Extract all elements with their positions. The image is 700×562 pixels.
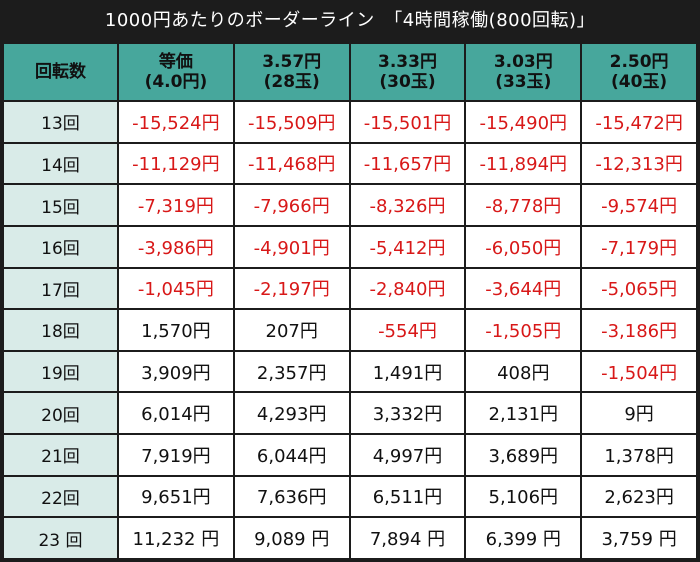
value-cell: -3,186円: [582, 310, 696, 350]
table-row: 15回 -7,319円 -7,966円 -8,326円 -8,778円 -9,574円: [4, 185, 696, 225]
value-cell: -11,129円: [119, 143, 233, 184]
value-cell: 9,089 円: [234, 518, 349, 558]
header-rate-303: 3.03円 (33玉): [466, 44, 581, 100]
value-cell: 7,919円: [119, 435, 233, 475]
value-cell: -12,313円: [582, 143, 696, 184]
value-cell: -3,986円: [119, 226, 233, 267]
row-label: 19回: [4, 351, 117, 392]
table-row: 20回 6,014円 4,293円 3,332円 2,131円 9円: [4, 393, 696, 433]
value-cell: -5,412円: [350, 226, 465, 267]
value-cell: 3,689円: [466, 435, 581, 475]
value-cell: -15,509円: [234, 102, 349, 142]
table-row: 14回 -11,129円 -11,468円 -11,657円 -11,894円 -12,3…: [4, 143, 696, 184]
value-cell: -554円: [350, 310, 465, 350]
value-cell: -7,319円: [119, 185, 233, 225]
value-cell: -1,504円: [582, 351, 696, 392]
value-cell: 9円: [582, 393, 696, 433]
value-cell: 6,014円: [119, 393, 233, 433]
value-cell: 4,997円: [350, 435, 465, 475]
value-cell: 408円: [466, 351, 581, 392]
value-cell: -4,901円: [234, 226, 349, 267]
table-title: 1000円あたりのボーダーライン 「4時間稼働(800回転)」: [104, 10, 596, 31]
row-label: 23 回: [4, 518, 117, 558]
value-cell: -7,179円: [582, 226, 696, 267]
row-label: 20回: [4, 393, 117, 433]
value-cell: -8,778円: [466, 185, 581, 225]
row-label: 18回: [4, 310, 117, 350]
table-row: 17回 -1,045円 -2,197円 -2,840円 -3,644円 -5,065円: [4, 268, 696, 309]
row-label: 14回: [4, 143, 117, 184]
value-cell: -15,524円: [119, 102, 233, 142]
value-cell: -5,065円: [582, 268, 696, 309]
value-cell: -11,468円: [234, 143, 349, 184]
value-cell: 3,759 円: [582, 518, 696, 558]
value-cell: 6,511円: [350, 476, 465, 517]
table-row: 19回 3,909円 2,357円 1,491円 408円 -1,504円: [4, 351, 696, 392]
header-equal-rate: 等価 (4.0円): [119, 44, 233, 100]
value-cell: -9,574円: [582, 185, 696, 225]
value-cell: 3,332円: [350, 393, 465, 433]
value-cell: 5,106円: [466, 476, 581, 517]
value-cell: -1,045円: [119, 268, 233, 309]
value-cell: -11,894円: [466, 143, 581, 184]
table-row: 23 回 11,232 円 9,089 円 7,894 円 6,399 円 3,759 円: [4, 518, 696, 558]
value-cell: -15,501円: [350, 102, 465, 142]
border-line-table: 回転数 等価 (4.0円) 3.57円 (28玉) 3.33円 (30玉) 3.03円…: [2, 42, 698, 560]
table-row: 16回 -3,986円 -4,901円 -5,412円 -6,050円 -7,179円: [4, 226, 696, 267]
row-label: 13回: [4, 102, 117, 142]
row-label: 16回: [4, 226, 117, 267]
value-cell: 1,378円: [582, 435, 696, 475]
value-cell: -8,326円: [350, 185, 465, 225]
header-rate-357: 3.57円 (28玉): [234, 44, 349, 100]
table-row: 18回 1,570円 207円 -554円 -1,505円 -3,186円: [4, 310, 696, 350]
value-cell: -7,966円: [234, 185, 349, 225]
value-cell: 6,399 円: [466, 518, 581, 558]
value-cell: -1,505円: [466, 310, 581, 350]
value-cell: 11,232 円: [119, 518, 233, 558]
value-cell: 1,491円: [350, 351, 465, 392]
value-cell: 9,651円: [119, 476, 233, 517]
value-cell: 1,570円: [119, 310, 233, 350]
header-rotation-count: 回転数: [4, 44, 117, 100]
row-label: 22回: [4, 476, 117, 517]
value-cell: -15,472円: [582, 102, 696, 142]
value-cell: 2,623円: [582, 476, 696, 517]
row-label: 17回: [4, 268, 117, 309]
row-label: 15回: [4, 185, 117, 225]
header-row: 回転数 等価 (4.0円) 3.57円 (28玉) 3.33円 (30玉) 3.03円…: [4, 44, 696, 100]
value-cell: 7,636円: [234, 476, 349, 517]
table-row: 13回 -15,524円 -15,509円 -15,501円 -15,490円 -15,4…: [4, 102, 696, 142]
table-row: 22回 9,651円 7,636円 6,511円 5,106円 2,623円: [4, 476, 696, 517]
row-label: 21回: [4, 435, 117, 475]
value-cell: 7,894 円: [350, 518, 465, 558]
value-cell: 207円: [234, 310, 349, 350]
value-cell: -2,840円: [350, 268, 465, 309]
value-cell: -15,490円: [466, 102, 581, 142]
value-cell: 3,909円: [119, 351, 233, 392]
table-row: 21回 7,919円 6,044円 4,997円 3,689円 1,378円: [4, 435, 696, 475]
header-rate-333: 3.33円 (30玉): [350, 44, 465, 100]
value-cell: 2,357円: [234, 351, 349, 392]
value-cell: -6,050円: [466, 226, 581, 267]
value-cell: 2,131円: [466, 393, 581, 433]
value-cell: -3,644円: [466, 268, 581, 309]
value-cell: 6,044円: [234, 435, 349, 475]
value-cell: 4,293円: [234, 393, 349, 433]
value-cell: -2,197円: [234, 268, 349, 309]
value-cell: -11,657円: [350, 143, 465, 184]
header-rate-250: 2.50円 (40玉): [582, 44, 696, 100]
